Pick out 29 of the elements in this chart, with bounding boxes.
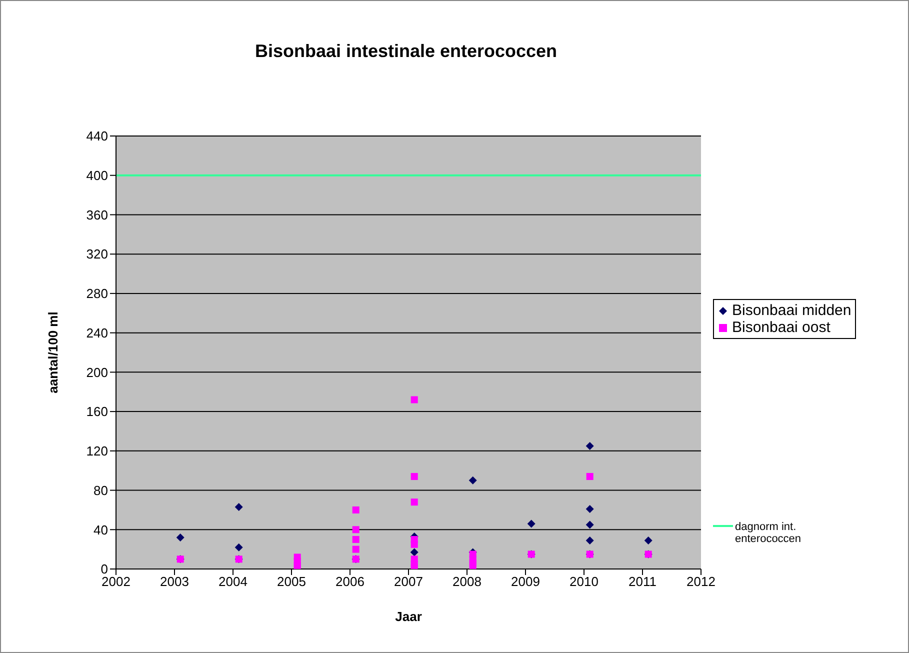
x-tick-label: 2004 — [218, 574, 248, 590]
legend-label: dagnorm int. enterococcen — [735, 521, 802, 545]
chart-title: Bisonbaai intestinale enterococcen — [254, 41, 558, 62]
y-tick-label: 0 — [100, 562, 108, 577]
y-tick-label: 440 — [86, 128, 108, 144]
y-tick-label: 400 — [86, 168, 108, 183]
x-tick-label: 2006 — [336, 574, 364, 590]
x-tick-label: 2005 — [277, 574, 306, 590]
y-tick-label: 120 — [86, 444, 108, 459]
y-tick-label: 280 — [86, 286, 108, 302]
y-tick-label: 200 — [86, 364, 108, 380]
legend-label: Bisonbaai oost — [731, 319, 832, 336]
y-tick-label: 80 — [94, 482, 108, 498]
x-tick-label: 2011 — [628, 574, 656, 590]
x-tick-label: 2007 — [394, 574, 423, 590]
x-tick-label: 2012 — [686, 574, 716, 590]
y-tick-label: 320 — [86, 246, 108, 262]
y-tick-label: 240 — [86, 325, 108, 340]
x-tick-label: 2009 — [511, 574, 540, 590]
x-tick-label: 2008 — [452, 574, 482, 590]
x-tick-label: 2002 — [102, 574, 130, 590]
y-tick-label: 160 — [86, 404, 108, 420]
legend-label: Bisonbaai midden — [731, 302, 852, 319]
x-tick-label: 2003 — [160, 574, 189, 590]
y-axis-title: aantal/100 ml — [46, 312, 61, 394]
x-tick-label: 2010 — [570, 574, 598, 590]
y-tick-label: 360 — [86, 207, 108, 222]
y-tick-label: 40 — [94, 522, 108, 538]
x-axis-title: Jaar — [395, 609, 422, 624]
